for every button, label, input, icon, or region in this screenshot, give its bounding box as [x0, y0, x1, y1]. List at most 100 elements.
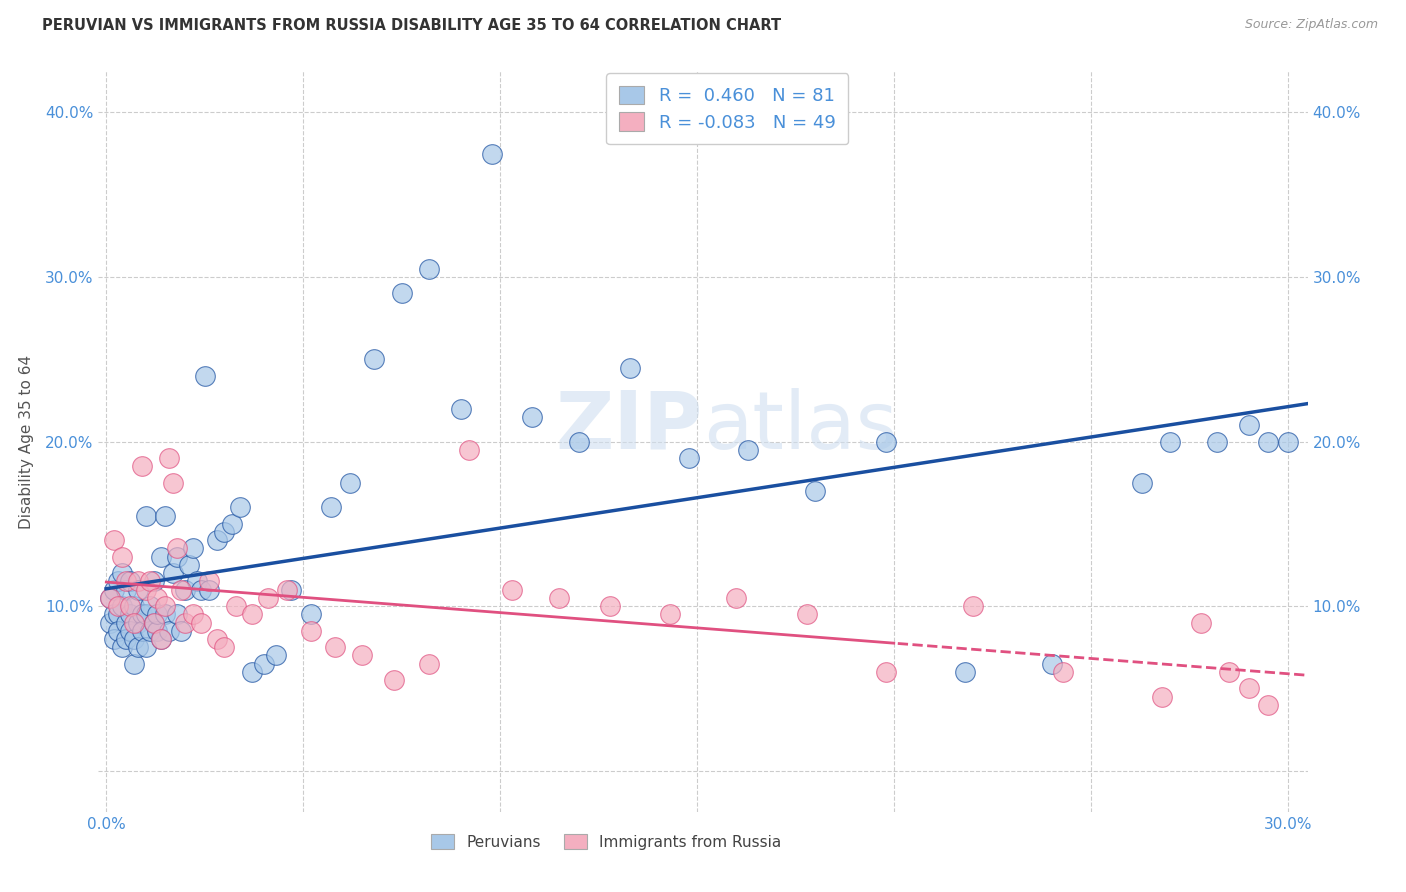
Point — [1150, 690, 1173, 704]
Point — [111, 549, 134, 564]
Point — [1189, 615, 1212, 630]
Point — [115, 632, 138, 646]
Point — [103, 533, 125, 548]
Point — [166, 549, 188, 564]
Point — [190, 615, 212, 630]
Point — [1040, 657, 1063, 671]
Point — [138, 599, 160, 613]
Point — [107, 624, 129, 638]
Point — [568, 434, 591, 449]
Point — [181, 607, 204, 622]
Point — [875, 665, 897, 679]
Point — [131, 459, 153, 474]
Point — [457, 442, 479, 457]
Point — [111, 566, 134, 581]
Text: Source: ZipAtlas.com: Source: ZipAtlas.com — [1244, 18, 1378, 31]
Point — [118, 607, 141, 622]
Point — [225, 599, 247, 613]
Point — [166, 541, 188, 556]
Point — [107, 574, 129, 589]
Point — [481, 146, 503, 161]
Point — [197, 582, 219, 597]
Point — [131, 624, 153, 638]
Text: atlas: atlas — [703, 388, 897, 466]
Point — [98, 591, 121, 605]
Point — [127, 574, 149, 589]
Point — [1130, 475, 1153, 490]
Y-axis label: Disability Age 35 to 64: Disability Age 35 to 64 — [18, 354, 34, 529]
Point — [170, 582, 193, 597]
Point — [214, 524, 236, 539]
Point — [725, 591, 748, 605]
Point — [115, 615, 138, 630]
Point — [205, 632, 228, 646]
Point — [135, 607, 157, 622]
Point — [150, 549, 173, 564]
Point — [363, 352, 385, 367]
Point — [162, 475, 184, 490]
Point — [256, 591, 278, 605]
Point — [1052, 665, 1074, 679]
Point — [142, 574, 165, 589]
Legend: Peruvians, Immigrants from Russia: Peruvians, Immigrants from Russia — [425, 828, 787, 856]
Point — [122, 657, 145, 671]
Point — [174, 582, 197, 597]
Point — [127, 640, 149, 655]
Point — [323, 640, 346, 655]
Point — [658, 607, 681, 622]
Point — [138, 624, 160, 638]
Point — [1237, 681, 1260, 696]
Point — [118, 624, 141, 638]
Point — [520, 409, 543, 424]
Point — [1159, 434, 1181, 449]
Point — [115, 582, 138, 597]
Point — [796, 607, 818, 622]
Point — [103, 582, 125, 597]
Point — [619, 360, 641, 375]
Point — [157, 450, 180, 465]
Point — [1277, 434, 1299, 449]
Point — [186, 574, 208, 589]
Point — [103, 632, 125, 646]
Point — [599, 599, 621, 613]
Point — [150, 632, 173, 646]
Point — [142, 615, 165, 630]
Point — [166, 607, 188, 622]
Point — [155, 607, 177, 622]
Point — [875, 434, 897, 449]
Point — [962, 599, 984, 613]
Point — [135, 582, 157, 597]
Point — [194, 368, 217, 383]
Point — [501, 582, 523, 597]
Point — [107, 607, 129, 622]
Point — [177, 558, 200, 572]
Point — [205, 533, 228, 548]
Point — [418, 657, 440, 671]
Point — [103, 607, 125, 622]
Point — [391, 286, 413, 301]
Point — [382, 673, 405, 687]
Point — [142, 615, 165, 630]
Point — [135, 508, 157, 523]
Point — [221, 516, 243, 531]
Point — [98, 615, 121, 630]
Point — [118, 574, 141, 589]
Point — [229, 500, 252, 515]
Point — [181, 541, 204, 556]
Point — [122, 632, 145, 646]
Text: ZIP: ZIP — [555, 388, 703, 466]
Point — [107, 599, 129, 613]
Point — [170, 624, 193, 638]
Point — [299, 607, 322, 622]
Point — [280, 582, 302, 597]
Point — [122, 599, 145, 613]
Point — [319, 500, 342, 515]
Point — [240, 665, 263, 679]
Point — [174, 615, 197, 630]
Point — [118, 599, 141, 613]
Point — [146, 624, 169, 638]
Point — [1257, 698, 1279, 712]
Point — [138, 574, 160, 589]
Point — [131, 607, 153, 622]
Point — [155, 508, 177, 523]
